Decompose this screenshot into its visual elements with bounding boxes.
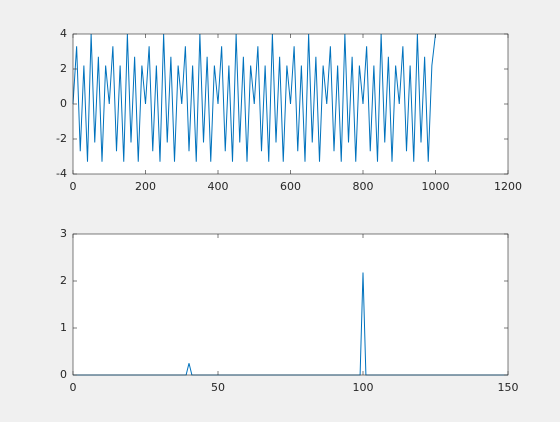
y-tick-label: 2	[60, 274, 67, 287]
x-tick-label: 150	[498, 381, 519, 394]
x-tick-label: 400	[208, 180, 229, 193]
x-tick-label: 1200	[494, 180, 522, 193]
signal-line	[72, 33, 436, 162]
y-tick-label: -4	[56, 167, 67, 180]
x-tick-label: 200	[135, 180, 156, 193]
y-tick-label: 1	[60, 321, 67, 334]
y-tick-label: 0	[60, 97, 67, 110]
axes-box	[72, 233, 509, 376]
x-tick-label: 50	[211, 381, 225, 394]
y-tick-label: 0	[60, 368, 67, 381]
x-tick-label: 0	[70, 180, 77, 193]
y-tick-label: 3	[60, 227, 67, 240]
x-tick-label: 0	[70, 381, 77, 394]
x-tick-label: 1000	[422, 180, 450, 193]
axes-background	[73, 234, 508, 375]
x-tick-label: 600	[280, 180, 301, 193]
y-tick-label: -2	[56, 132, 67, 145]
y-tick-label: 2	[60, 62, 67, 75]
x-tick-label: 800	[353, 180, 374, 193]
x-tick-label: 100	[353, 381, 374, 394]
y-tick-label: 4	[60, 27, 67, 40]
